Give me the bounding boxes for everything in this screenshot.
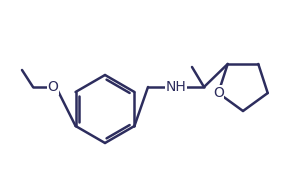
Text: O: O xyxy=(213,86,224,100)
Text: NH: NH xyxy=(166,80,186,94)
Text: O: O xyxy=(47,80,59,94)
